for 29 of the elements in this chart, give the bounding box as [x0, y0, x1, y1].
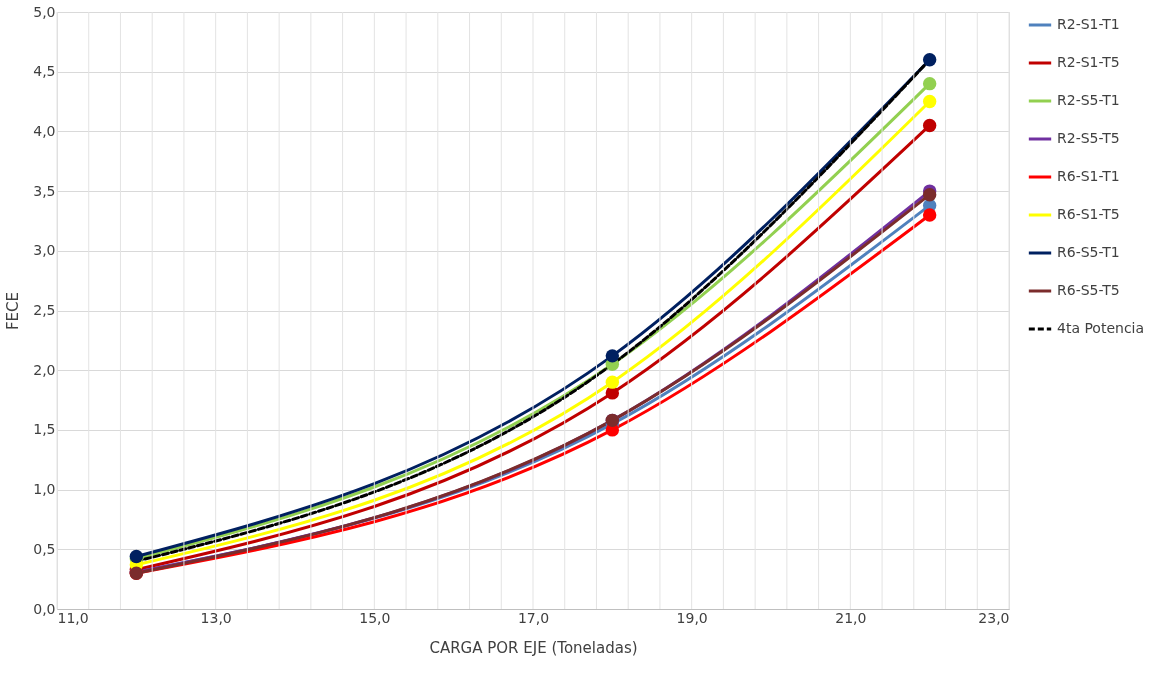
y-tick-label: 1,5 — [33, 421, 56, 438]
legend-label: R6-S5-T5 — [1057, 282, 1120, 298]
legend-label: 4ta Potencia — [1057, 320, 1145, 336]
x-tick-label: 21,0 — [835, 609, 867, 626]
legend-label: R2-S1-T5 — [1057, 54, 1120, 70]
y-tick-label: 5,0 — [33, 3, 56, 20]
legend-label: R6-S5-T1 — [1057, 244, 1120, 260]
y-tick-label: 4,5 — [33, 63, 56, 80]
legend-label: R6-S1-T5 — [1057, 206, 1120, 222]
y-tick-label: 3,0 — [33, 242, 56, 259]
y-axis-title: FECE — [4, 291, 23, 331]
x-tick-label: 15,0 — [359, 609, 391, 626]
legend-label: R2-S5-T5 — [1057, 130, 1120, 146]
y-tick-label: 3,5 — [33, 182, 56, 199]
y-tick-label: 4,0 — [33, 122, 56, 139]
y-tick-label: 0,5 — [33, 540, 56, 557]
legend-label: R2-S1-T1 — [1057, 16, 1120, 32]
legend-label: R6-S1-T1 — [1057, 168, 1120, 184]
x-tick-label: 17,0 — [517, 609, 550, 626]
x-axis-title: CARGA POR EJE (Toneladas) — [429, 638, 638, 657]
x-tick-label: 23,0 — [978, 609, 1010, 626]
x-tick-label: 11,0 — [57, 609, 89, 626]
y-tick-label: 2,5 — [33, 302, 56, 318]
y-tick-label: 2,0 — [33, 361, 56, 378]
y-tick-label: 1,0 — [33, 481, 56, 498]
y-tick-label: 0,0 — [33, 600, 56, 617]
x-tick-label: 19,0 — [676, 609, 708, 626]
x-tick-label: 13,0 — [200, 609, 232, 626]
legend-label: R2-S5-T1 — [1057, 92, 1120, 108]
